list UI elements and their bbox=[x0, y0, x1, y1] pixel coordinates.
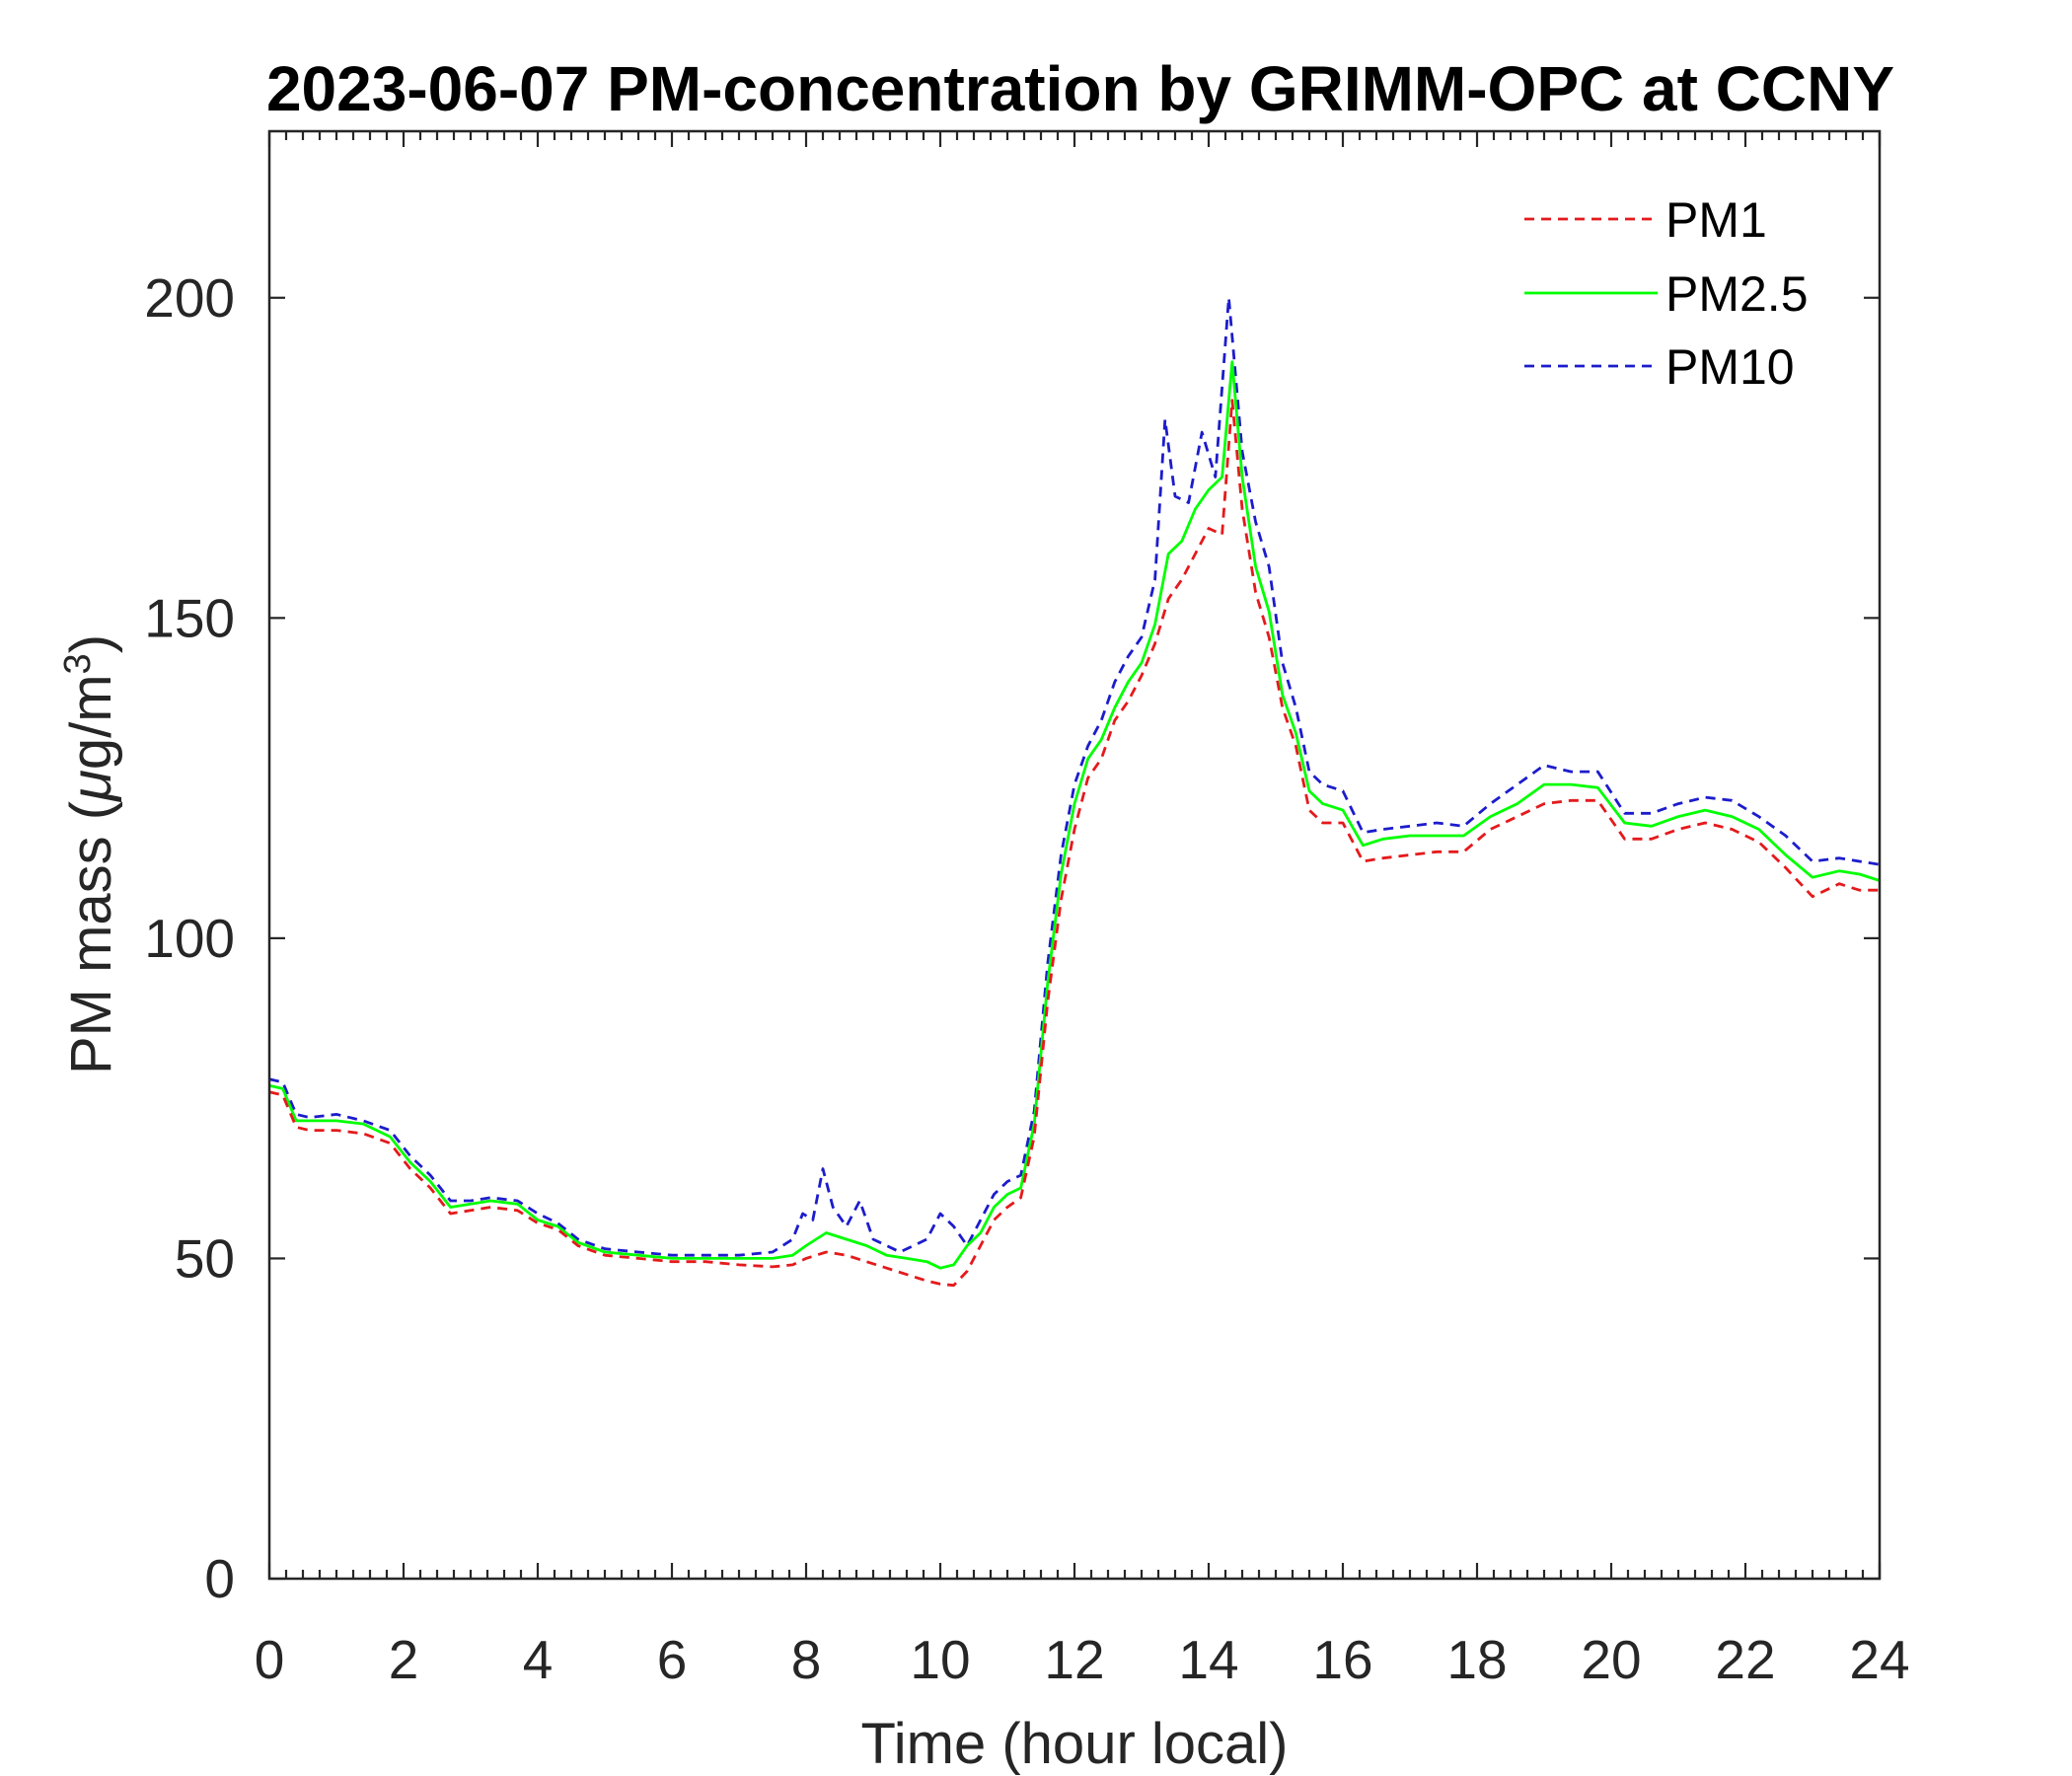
axes-box bbox=[267, 129, 1882, 1581]
x-axis-label: Time (hour local) bbox=[861, 1712, 1289, 1776]
y-tick-label: 100 bbox=[144, 908, 235, 969]
legend-label-pm10: PM10 bbox=[1665, 339, 1795, 395]
x-tick-label: 2 bbox=[389, 1629, 419, 1690]
series-line-pm25 bbox=[268, 360, 1881, 1270]
x-tick-label: 18 bbox=[1446, 1629, 1507, 1690]
x-tick-label: 10 bbox=[910, 1629, 970, 1690]
x-tick-label: 6 bbox=[657, 1629, 688, 1690]
legend-label-pm1: PM1 bbox=[1665, 192, 1767, 248]
legend: PM1 PM2.5 PM10 bbox=[1524, 192, 1809, 395]
x-tick-label: 4 bbox=[523, 1629, 554, 1690]
series-line-pm1 bbox=[268, 399, 1880, 1288]
plot-area bbox=[267, 129, 1882, 1581]
y-tick-labels: 0 50 100 150 200 bbox=[144, 267, 235, 1609]
y-tick-label: 150 bbox=[144, 587, 235, 648]
x-tick-label: 22 bbox=[1715, 1629, 1775, 1690]
y-tick-label: 200 bbox=[144, 267, 235, 329]
x-tick-labels: 0 2 4 6 8 10 12 14 16 18 20 22 24 bbox=[255, 1629, 1910, 1690]
x-tick-label: 14 bbox=[1178, 1629, 1238, 1690]
y-tick-label: 50 bbox=[175, 1227, 235, 1289]
x-tick-label: 12 bbox=[1044, 1629, 1104, 1690]
y-axis-label-close: ) bbox=[59, 634, 123, 653]
axes-background bbox=[269, 131, 1880, 1579]
y-axis-label: PM mass (μg/m3) bbox=[57, 634, 123, 1074]
y-axis-label-unit: g/m bbox=[59, 674, 123, 770]
legend-label-pm25: PM2.5 bbox=[1665, 266, 1809, 322]
chart-title: 2023-06-07 PM-concentration by GRIMM-OPC… bbox=[266, 53, 1894, 124]
series-line-pm10 bbox=[268, 296, 1881, 1257]
y-axis-label-mu: μ bbox=[59, 770, 123, 803]
x-tick-label: 24 bbox=[1849, 1629, 1909, 1690]
x-tick-label: 8 bbox=[791, 1629, 822, 1690]
series-layer bbox=[268, 296, 1881, 1288]
x-tick-label: 20 bbox=[1581, 1629, 1641, 1690]
x-tick-label: 16 bbox=[1312, 1629, 1372, 1690]
y-tick-label: 0 bbox=[204, 1548, 235, 1609]
y-axis-label-main: PM mass ( bbox=[59, 801, 123, 1074]
y-axis-label-superscript: 3 bbox=[57, 653, 99, 674]
x-tick-label: 0 bbox=[255, 1629, 285, 1690]
